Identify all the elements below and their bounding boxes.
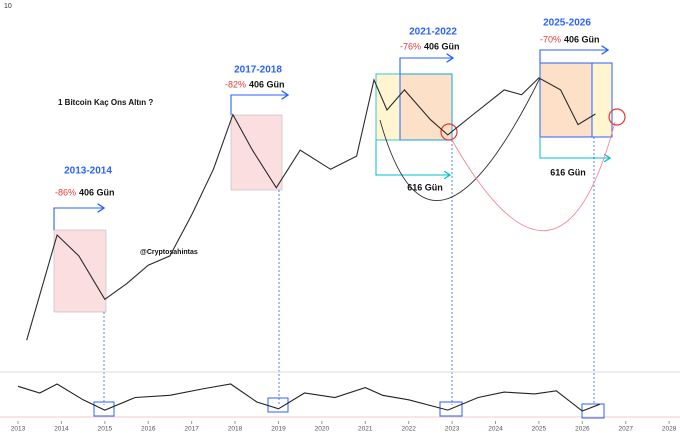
arrows [53, 50, 608, 230]
x-tick-label: 2018 [228, 426, 243, 433]
period-box [539, 62, 593, 138]
x-tick-label: 2017 [184, 426, 199, 433]
guide-lines [103, 137, 595, 405]
span-label: 616 Gün [550, 167, 586, 177]
corner-label: 10 [4, 3, 12, 10]
duration-label: 406 Gün [424, 41, 460, 51]
projection-curve [379, 77, 541, 201]
x-tick-label: 2019 [271, 426, 286, 433]
x-tick-label: 2021 [358, 426, 373, 433]
change-label: -76% [400, 41, 421, 51]
span-label: 616 Gün [407, 182, 443, 192]
x-tick-label: 2027 [619, 426, 634, 433]
highlight-circle [608, 108, 626, 126]
duration-label: 406 Gün [564, 34, 600, 44]
watermark: @Cryptosahintas [140, 249, 198, 256]
x-tick-label: 2028 [662, 426, 677, 433]
x-tick-label: 2023 [445, 426, 460, 433]
period-box [53, 229, 107, 313]
x-tick-label: 2024 [488, 426, 503, 433]
period-label: 2017-2018 [234, 65, 282, 76]
highlight-circle [440, 123, 458, 141]
x-tick-label: 2015 [98, 426, 113, 433]
projection-curve [451, 121, 616, 232]
low-boxes [93, 397, 605, 419]
span-arrows [375, 137, 610, 175]
change-label: -70% [540, 34, 561, 44]
chart-title: 1 Bitcoin Kaç Ons Altın ? [58, 98, 153, 107]
period-box [399, 73, 453, 141]
price-line [17, 383, 600, 412]
period-label: 2021-2022 [409, 27, 457, 38]
price-line [26, 77, 596, 341]
change-label: -86% [55, 187, 76, 197]
period-box [376, 74, 400, 140]
x-tick-label: 2013 [11, 426, 26, 433]
x-tick-label: 2026 [575, 426, 590, 433]
period-box [591, 62, 613, 138]
x-tick-label: 2022 [401, 426, 416, 433]
change-label: -82% [225, 79, 246, 89]
period-box [375, 73, 453, 141]
x-tick-label: 2016 [141, 426, 156, 433]
duration-label: 406 Gün [249, 79, 285, 89]
x-tick-label: 2014 [54, 426, 69, 433]
period-label: 2013-2014 [64, 166, 112, 177]
x-tick-label: 2020 [315, 426, 330, 433]
x-tick-label: 2025 [532, 426, 547, 433]
period-label: 2025-2026 [543, 18, 591, 29]
duration-label: 406 Gün [79, 187, 115, 197]
period-box [230, 114, 283, 191]
